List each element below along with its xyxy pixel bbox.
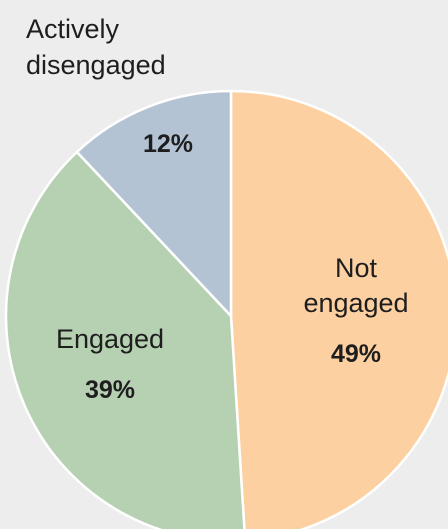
slice-value-actively-disengaged: 12% (143, 130, 193, 158)
slice-value-engaged: 39% (85, 376, 135, 404)
slice-label-actively-disengaged: Actively (26, 14, 120, 44)
slice-label-not-engaged: Not (335, 253, 378, 283)
slice-label-engaged: Engaged (56, 324, 164, 354)
pie-slice-engaged (4, 150, 246, 529)
slice-label-not-engaged: engaged (303, 288, 408, 318)
pie-slice-not-engaged (229, 89, 448, 529)
slice-label-actively-disengaged: disengaged (26, 50, 166, 80)
pie-slice-actively-disengaged (75, 89, 233, 318)
pie-slices (4, 89, 448, 529)
pie-labels: Not engaged 49% Engaged 39% Actively disengage… (26, 14, 409, 404)
slice-value-not-engaged: 49% (331, 340, 381, 368)
